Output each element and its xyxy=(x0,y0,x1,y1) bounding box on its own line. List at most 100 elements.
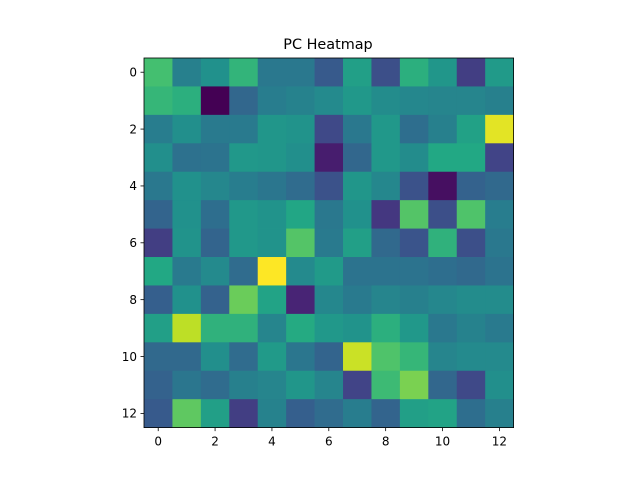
heatmap-cell-r11-c11 xyxy=(456,370,486,400)
heatmap-cell-r4-c0 xyxy=(144,171,173,201)
heatmap-cell-r1-c1 xyxy=(172,86,202,116)
heatmap-cell-r6-c1 xyxy=(172,228,202,258)
heatmap-cell-r9-c9 xyxy=(399,313,429,343)
heatmap-cell-r9-c10 xyxy=(428,313,458,343)
heatmap-cell-r6-c0 xyxy=(144,228,173,258)
heatmap-cell-r10-c8 xyxy=(371,342,401,372)
heatmap-cell-r11-c0 xyxy=(144,370,173,400)
heatmap-cell-r7-c8 xyxy=(371,257,401,286)
heatmap-cell-r2-c6 xyxy=(314,114,344,144)
heatmap-cell-r4-c11 xyxy=(456,171,486,201)
x-tick-label: 12 xyxy=(492,435,507,449)
heatmap-cell-r12-c6 xyxy=(314,399,344,428)
y-tick-label: 8 xyxy=(129,293,137,307)
heatmap-cell-r6-c7 xyxy=(343,228,372,258)
heatmap-cell-r12-c8 xyxy=(371,399,401,428)
heatmap-cell-r1-c12 xyxy=(485,86,514,116)
heatmap-cell-r6-c3 xyxy=(229,228,259,258)
heatmap-cell-r8-c9 xyxy=(399,285,429,315)
heatmap-cell-r11-c8 xyxy=(371,370,401,400)
heatmap-cell-r3-c1 xyxy=(172,143,202,173)
heatmap-cell-r12-c10 xyxy=(428,399,458,428)
heatmap-cell-r11-c3 xyxy=(229,370,259,400)
y-tick-label: 10 xyxy=(122,350,137,364)
heatmap-cell-r12-c0 xyxy=(144,399,173,428)
x-tick-label: 6 xyxy=(325,435,333,449)
heatmap-cell-r11-c4 xyxy=(257,370,287,400)
x-tick-label: 0 xyxy=(154,435,162,449)
heatmap-cell-r11-c5 xyxy=(286,370,315,400)
heatmap-cell-r9-c1 xyxy=(172,313,202,343)
heatmap-cell-r8-c1 xyxy=(172,285,202,315)
heatmap-cell-r3-c7 xyxy=(343,143,372,173)
heatmap-cell-r10-c3 xyxy=(229,342,259,372)
heatmap-cell-r12-c5 xyxy=(286,399,315,428)
heatmap-cell-r0-c10 xyxy=(428,58,458,87)
heatmap-cell-r7-c12 xyxy=(485,257,514,286)
heatmap-cell-r0-c2 xyxy=(200,58,230,87)
heatmap-cell-r7-c3 xyxy=(229,257,259,286)
heatmap-cell-r7-c10 xyxy=(428,257,458,286)
heatmap-cell-r7-c9 xyxy=(399,257,429,286)
heatmap-cell-r0-c8 xyxy=(371,58,401,87)
heatmap-cell-r9-c8 xyxy=(371,313,401,343)
heatmap-cell-r11-c9 xyxy=(399,370,429,400)
heatmap-cell-r3-c11 xyxy=(456,143,486,173)
heatmap-cell-r4-c1 xyxy=(172,171,202,201)
heatmap-cell-r10-c1 xyxy=(172,342,202,372)
heatmap-cell-r4-c4 xyxy=(257,171,287,201)
heatmap-cell-r4-c3 xyxy=(229,171,259,201)
heatmap-cell-r8-c5 xyxy=(286,285,315,315)
heatmap-cell-r3-c9 xyxy=(399,143,429,173)
heatmap-cell-r6-c8 xyxy=(371,228,401,258)
heatmap-cell-r10-c2 xyxy=(200,342,230,372)
heatmap-cell-r2-c3 xyxy=(229,114,259,144)
heatmap-cell-r3-c0 xyxy=(144,143,173,173)
heatmap-cell-r0-c9 xyxy=(399,58,429,87)
heatmap-cell-r5-c8 xyxy=(371,200,401,229)
heatmap-cell-r5-c2 xyxy=(200,200,230,229)
heatmap-cell-r2-c1 xyxy=(172,114,202,144)
heatmap-cell-r9-c3 xyxy=(229,313,259,343)
heatmap-cell-r6-c9 xyxy=(399,228,429,258)
heatmap-cell-r8-c11 xyxy=(456,285,486,315)
y-tick-label: 2 xyxy=(129,122,137,136)
heatmap-cell-r0-c5 xyxy=(286,58,315,87)
heatmap-cell-r9-c7 xyxy=(343,313,372,343)
heatmap-cell-r9-c4 xyxy=(257,313,287,343)
heatmap-cell-r12-c2 xyxy=(200,399,230,428)
heatmap-cell-r1-c9 xyxy=(399,86,429,116)
heatmap-cell-r10-c6 xyxy=(314,342,344,372)
heatmap-cell-r5-c0 xyxy=(144,200,173,229)
heatmap-cell-r6-c10 xyxy=(428,228,458,258)
heatmap-cell-r10-c10 xyxy=(428,342,458,372)
heatmap-cell-r8-c8 xyxy=(371,285,401,315)
heatmap-cell-r5-c10 xyxy=(428,200,458,229)
heatmap-cell-r12-c1 xyxy=(172,399,202,428)
heatmap-cell-r4-c8 xyxy=(371,171,401,201)
heatmap-cell-r5-c6 xyxy=(314,200,344,229)
heatmap-cell-r6-c12 xyxy=(485,228,514,258)
heatmap-cell-r7-c6 xyxy=(314,257,344,286)
x-tick-label: 8 xyxy=(382,435,390,449)
heatmap-cell-r5-c4 xyxy=(257,200,287,229)
heatmap-cell-r9-c11 xyxy=(456,313,486,343)
chart-title: PC Heatmap xyxy=(283,37,372,53)
heatmap-cell-r1-c8 xyxy=(371,86,401,116)
heatmap-cell-r2-c8 xyxy=(371,114,401,144)
heatmap-cell-r3-c6 xyxy=(314,143,344,173)
heatmap-cell-r12-c4 xyxy=(257,399,287,428)
heatmap-cell-r12-c11 xyxy=(456,399,486,428)
heatmap-cell-r10-c7 xyxy=(343,342,372,372)
heatmap-cell-r0-c1 xyxy=(172,58,202,87)
heatmap-cell-r4-c9 xyxy=(399,171,429,201)
heatmap-cell-r9-c6 xyxy=(314,313,344,343)
heatmap-cell-r1-c3 xyxy=(229,86,259,116)
heatmap-cell-r10-c9 xyxy=(399,342,429,372)
y-tick-label: 12 xyxy=(122,407,137,421)
heatmap-cells xyxy=(144,58,514,428)
heatmap-cell-r0-c0 xyxy=(144,58,173,87)
heatmap-cell-r6-c11 xyxy=(456,228,486,258)
y-tick-label: 6 xyxy=(129,236,137,250)
plot-frame xyxy=(143,57,515,429)
